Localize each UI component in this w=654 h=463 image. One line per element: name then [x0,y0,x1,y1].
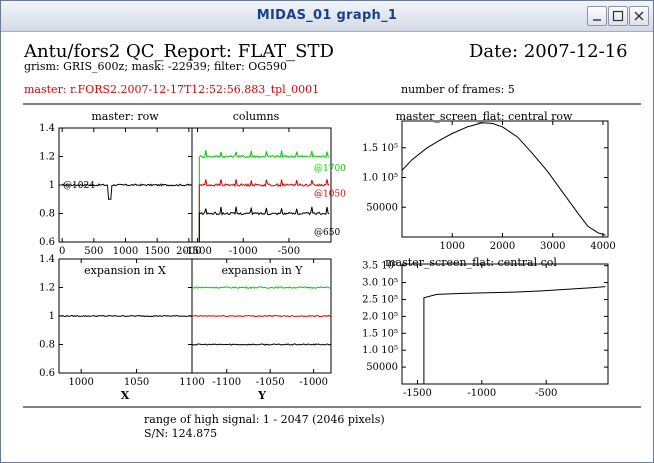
close-icon [634,11,644,21]
central-col-plot: master_screen_flat: central col -1500 -100… [362,256,609,399]
expansion-in-y-xlabel: Y [257,389,266,402]
close-button[interactable] [629,6,649,26]
master-row-annotation: @1024 [63,181,95,191]
y-tick-label: 0.8 [39,340,55,351]
x-tick-label: 1000 [68,377,93,388]
x-tick-label: -500 [278,246,300,257]
x-tick-label: -500 [535,388,557,399]
x-tick-label: 2000 [176,246,201,257]
y-tick-label: 1.2 [39,283,55,294]
y-tick-label: 1.4 [39,123,55,134]
plot-panels: master: row 0 500 1000 1500 2000 0.6 0.8 1 1.2 1.4… [39,110,616,402]
expansion-in-y-series-2 [191,343,332,346]
y-tick-label: 1.5 10⁵ [362,328,398,339]
y-tick-label: 3.5 10⁵ [362,261,398,272]
columns-annotation: @1050 [314,190,346,200]
expansion-in-y-plot: expansion in Y Y -1100 -1050 -1000 [191,258,332,402]
central-row-frame [401,120,609,238]
central-col-frame [401,263,609,385]
plot-canvas: Antu/fors2 QC_Report: FLAT_STD Date: 200… [23,41,641,440]
x-tick-label: 0 [59,246,65,257]
master-row-title: master: row [91,110,159,123]
title-bar[interactable]: MIDAS_01 graph_1 [1,1,653,32]
y-tick-label: 0.6 [39,237,55,248]
master-row-plot: master: row 0 500 1000 1500 2000 0.6 0.8 1 1.2 1.4… [39,110,201,257]
expansion-in-x-series-0 [58,314,193,318]
y-tick-label: 3.0 10⁵ [362,278,398,289]
y-tick-label: 50000 [366,202,398,213]
expansion-in-x-title: expansion in X [84,264,166,277]
expansion-in-y-title: expansion in Y [221,264,303,277]
columns-title: columns [233,110,280,123]
expansion-in-x-xlabel: X [121,389,130,402]
columns-plot: columns -1500 -1000 -500 @1700 @1050 @650 [183,110,346,257]
columns-frame [191,127,332,243]
minimize-icon [593,19,601,21]
y-tick-label: 50000 [366,362,398,373]
y-tick-label: 2.5 10⁵ [362,294,398,305]
expansion-in-y-series-1 [191,314,332,318]
x-tick-label: 1500 [144,246,169,257]
central-row-series-0 [401,122,606,236]
x-tick-label: 4000 [590,241,615,252]
central-col-series-0 [423,286,606,384]
report-heading: Antu/fors2 QC_Report: FLAT_STD [23,41,334,62]
columns-series-2 [198,206,330,242]
x-tick-label: 1000 [440,241,465,252]
x-tick-label: 1000 [113,246,138,257]
y-tick-label: 1.2 [39,152,55,163]
y-tick-label: 1.4 [39,254,55,265]
master-row-series-0 [62,183,193,200]
y-tick-label: 1.0 10⁵ [362,345,398,356]
report-date: Date: 2007-12-16 [469,41,628,62]
window-title: MIDAS_01 graph_1 [256,8,398,23]
central-row-title: master_screen_flat: central row [396,110,573,123]
x-tick-label: -1100 [212,377,241,388]
range-of-high-signal: range of high signal: 1 - 2047 (2046 pix… [144,413,385,426]
maximize-icon [612,10,624,22]
y-tick-label: 1.5 10⁵ [362,143,398,154]
y-tick-label: 0.8 [39,209,55,220]
y-tick-label: 1 [49,180,55,191]
y-tick-label: 1 [49,311,55,322]
columns-series-1 [198,179,330,242]
central-col-title: master_screen_flat: central col [385,256,557,269]
x-tick-label: -1050 [256,377,285,388]
columns-series-0 [198,150,330,242]
x-tick-label: -1000 [467,388,496,399]
setup-line: grism: GRIS_600z; mask: -22939; filter: … [24,60,287,73]
columns-annotation: @650 [314,228,340,238]
columns-annotation: @1700 [314,164,346,174]
number-of-frames: number of frames: 5 [401,83,515,96]
x-tick-label: 1050 [124,377,149,388]
minimize-button[interactable] [587,6,607,26]
y-tick-label: 0.6 [39,368,55,379]
x-tick-label: 500 [84,246,103,257]
x-tick-label: 2000 [490,241,515,252]
master-file-line: master: r.FORS2.2007-12-17T12:52:56.883_… [24,83,319,96]
x-tick-label: -1500 [403,388,432,399]
maximize-button[interactable] [608,6,628,26]
x-tick-label: 1100 [179,377,204,388]
x-tick-label: -1000 [229,246,258,257]
y-tick-label: 1.0 10⁵ [362,173,398,184]
y-tick-label: 2.0 10⁵ [362,311,398,322]
signal-to-noise: S/N: 124.875 [144,427,217,440]
central-row-plot: master_screen_flat: central row 1000 2000 3… [362,110,616,252]
x-tick-label: 3000 [540,241,565,252]
expansion-in-y-series-0 [191,286,332,289]
x-tick-label: -1500 [183,246,212,257]
x-tick-label: -1000 [299,377,328,388]
expansion-in-x-plot: expansion in X X 1000 1050 1100 0.6 0.8 1 1.2 1.4 [39,254,205,402]
